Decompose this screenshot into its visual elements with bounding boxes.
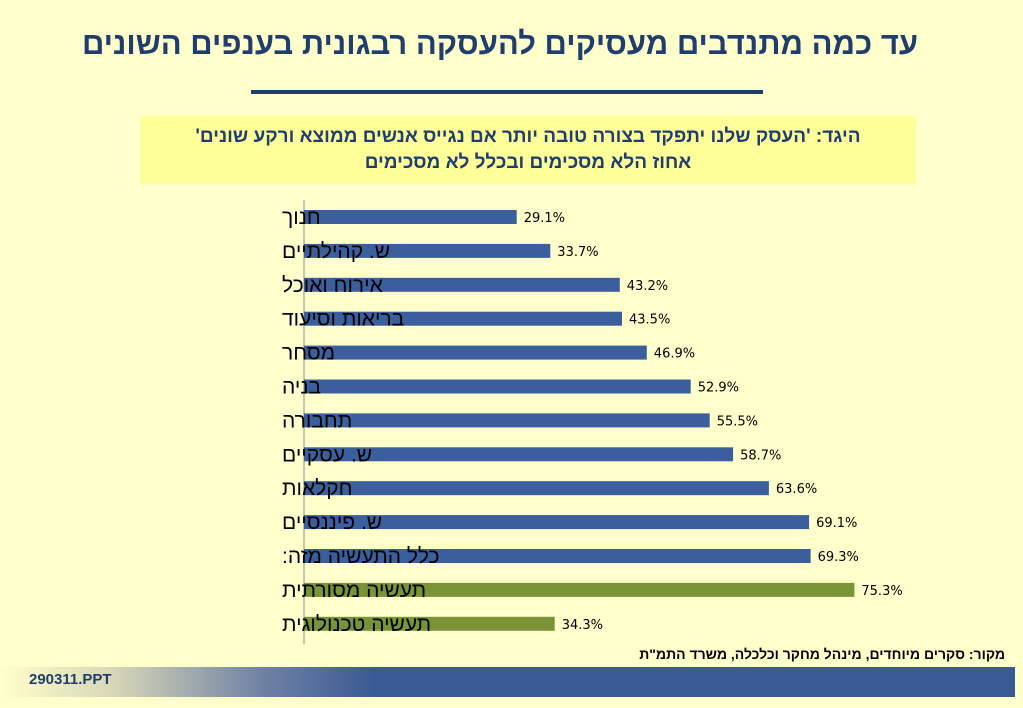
- title-underline: [251, 90, 763, 94]
- value-label-10: 69.3%: [818, 550, 859, 565]
- category-label-1: ש. קהילתיים: [282, 240, 390, 263]
- category-label-7: ש. עסקיים: [282, 443, 372, 466]
- file-name-label: 290311.PPT: [29, 671, 112, 688]
- category-label-12: תעשיה טכנולוגית: [282, 613, 431, 636]
- value-label-5: 52.9%: [698, 381, 739, 396]
- bar-3: [304, 311, 622, 326]
- bar-8: [304, 481, 769, 496]
- value-label-4: 46.9%: [654, 347, 695, 362]
- bar-0: [304, 210, 517, 224]
- category-label-3: בריאות וסיעוד: [282, 308, 404, 331]
- statement-box: היגד: 'העסק שלנו יתפקד בצורה טובה יותר א…: [140, 116, 916, 184]
- source-note: מקור: סקרים מיוחדים, מינהל מחקר וכלכלה, …: [639, 646, 1005, 662]
- bar-12: [304, 616, 555, 631]
- bar-10: [304, 549, 811, 563]
- value-label-1: 33.7%: [557, 245, 598, 260]
- category-label-5: בניה: [282, 376, 321, 399]
- value-label-0: 29.1%: [524, 211, 565, 226]
- footer-bar: [374, 667, 1015, 697]
- category-label-8: חקלאות: [282, 477, 353, 500]
- bar-6: [304, 413, 710, 428]
- value-label-9: 69.1%: [816, 516, 857, 531]
- footer-gradient-strip: [0, 667, 374, 697]
- category-label-6: תחבורה: [282, 409, 352, 432]
- value-label-7: 58.7%: [740, 448, 781, 463]
- bar-5: [304, 379, 691, 394]
- value-label-3: 43.5%: [629, 313, 670, 328]
- value-label-8: 63.6%: [776, 482, 817, 497]
- bar-2: [304, 277, 620, 292]
- bar-4: [304, 345, 647, 360]
- statement-line-2: אחוז הלא מסכימים ובכלל לא מסכימים: [364, 152, 692, 173]
- category-label-0: חנוך: [282, 206, 321, 229]
- value-label-6: 55.5%: [717, 414, 758, 429]
- bar-1: [304, 243, 551, 258]
- category-label-11: תעשיה מסורתית: [282, 579, 426, 602]
- statement-line-1: היגד: 'העסק שלנו יתפקד בצורה טובה יותר א…: [195, 126, 861, 147]
- bar-11: [304, 582, 855, 597]
- value-label-12: 34.3%: [562, 618, 603, 633]
- category-label-4: מסחר: [282, 342, 335, 365]
- category-label-9: ש. פיננסיים: [282, 511, 382, 534]
- value-label-11: 75.3%: [861, 584, 902, 599]
- category-label-2: אירוח ואוכל: [282, 274, 383, 297]
- bar-9: [304, 515, 810, 530]
- bars-layer: 29.1% חנוך 33.7% ש. קהילתיים 43.2% אירוח ואוכ…: [282, 206, 903, 636]
- value-label-2: 43.2%: [627, 279, 668, 294]
- bar-7: [304, 447, 734, 462]
- slide-title: עד כמה מתנדבים מעסיקים להעסקה רבגונית בע…: [81, 26, 919, 61]
- category-label-10: כלל התעשיה מזה:: [282, 545, 440, 568]
